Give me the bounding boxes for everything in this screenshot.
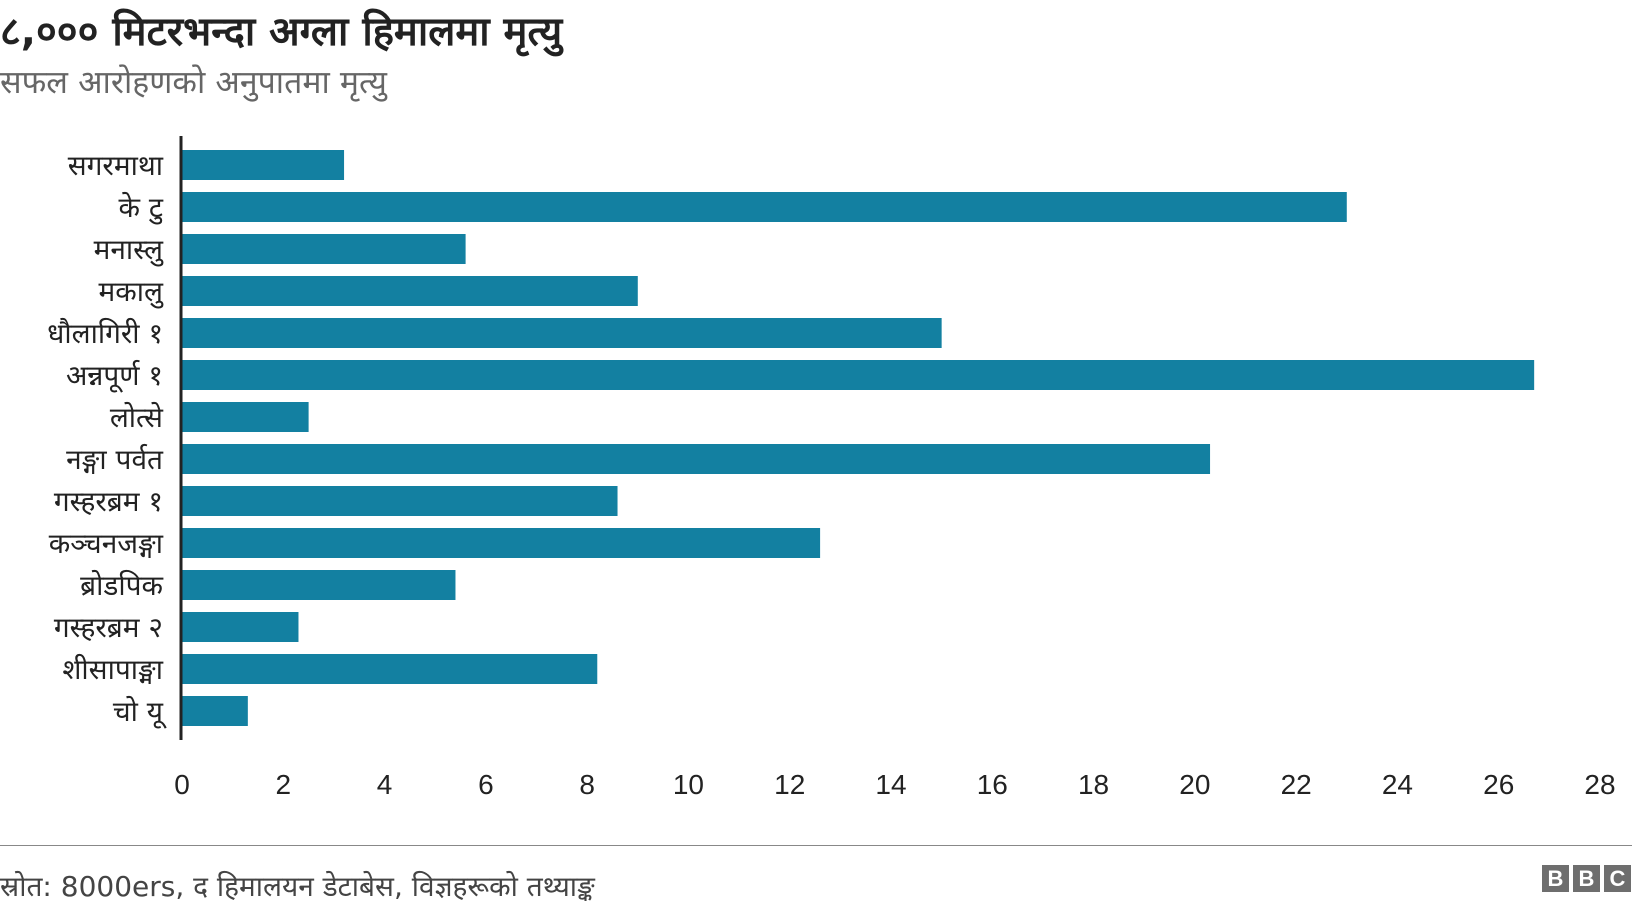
x-tick-label: 14 bbox=[875, 769, 906, 800]
category-label: अन्नपूर्ण १ bbox=[66, 359, 163, 393]
bar bbox=[182, 360, 1535, 390]
x-tick-label: 4 bbox=[377, 769, 393, 800]
category-label: सगरमाथा bbox=[68, 149, 164, 182]
bar bbox=[182, 192, 1347, 222]
chart-subtitle: सफल आरोहणको अनुपातमा मृत्यु bbox=[0, 63, 387, 101]
category-label: गस्हरब्रम २ bbox=[54, 611, 163, 644]
category-label: कञ्चनजङ्गा bbox=[49, 527, 164, 560]
category-label: गस्हरब्रम १ bbox=[54, 485, 163, 518]
bar bbox=[182, 696, 248, 726]
bar bbox=[182, 150, 345, 180]
bar bbox=[182, 612, 299, 642]
bar bbox=[182, 234, 466, 264]
x-tick-label: 12 bbox=[774, 769, 805, 800]
x-tick-label: 26 bbox=[1483, 769, 1514, 800]
bar bbox=[182, 486, 618, 516]
x-tick-label: 6 bbox=[478, 769, 494, 800]
bar bbox=[182, 528, 821, 558]
x-tick-labels: 0 2 4 6 8 10 12 14 16 18 20 22 24 26 28 bbox=[174, 769, 1615, 800]
bar bbox=[182, 318, 942, 348]
bar bbox=[182, 570, 456, 600]
category-label: चो यू bbox=[113, 695, 167, 729]
category-labels: सगरमाथा के टु मनास्लु मकालु धौलागिरी १ अन्नपू… bbox=[47, 149, 167, 729]
bar-chart: सगरमाथा के टु मनास्लु मकालु धौलागिरी १ अन्नपू… bbox=[47, 136, 1616, 800]
bar bbox=[182, 444, 1211, 474]
bars-group bbox=[182, 150, 1535, 726]
category-label: शीसापाङ्मा bbox=[62, 653, 163, 686]
category-label: धौलागिरी १ bbox=[47, 317, 163, 350]
bar bbox=[182, 276, 638, 306]
chart-title: ८,००० मिटरभन्दा अग्ला हिमालमा मृत्यु bbox=[0, 9, 563, 55]
category-label: ब्रोडपिक bbox=[80, 569, 163, 602]
x-tick-label: 22 bbox=[1281, 769, 1312, 800]
bar bbox=[182, 654, 598, 684]
x-tick-label: 2 bbox=[275, 769, 291, 800]
source-divider bbox=[0, 845, 1632, 846]
x-tick-label: 28 bbox=[1584, 769, 1615, 800]
x-tick-label: 0 bbox=[174, 769, 190, 800]
bbc-logo-letter: C bbox=[1604, 865, 1631, 892]
x-tick-label: 20 bbox=[1179, 769, 1210, 800]
source-note: स्रोत: 8000ers, द हिमालयन डेटाबेस, विज्ञ… bbox=[0, 870, 595, 903]
category-label: लोत्से bbox=[110, 401, 164, 434]
category-label: मनास्लु bbox=[94, 233, 164, 267]
x-tick-label: 10 bbox=[673, 769, 704, 800]
category-label: नङ्गा पर्वत bbox=[66, 443, 164, 476]
x-tick-label: 8 bbox=[579, 769, 595, 800]
bbc-logo-letter: B bbox=[1542, 865, 1569, 892]
x-tick-label: 16 bbox=[977, 769, 1008, 800]
x-tick-label: 24 bbox=[1382, 769, 1413, 800]
bar bbox=[182, 402, 309, 432]
bbc-logo-letter: B bbox=[1573, 865, 1600, 892]
category-label: मकालु bbox=[99, 275, 165, 309]
category-label: के टु bbox=[118, 191, 163, 225]
bbc-logo: B B C bbox=[1542, 865, 1631, 892]
x-tick-label: 18 bbox=[1078, 769, 1109, 800]
